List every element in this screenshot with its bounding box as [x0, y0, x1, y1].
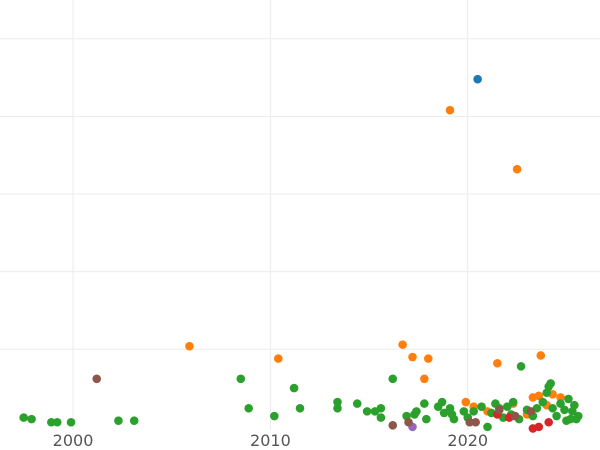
data-point-series1-2	[398, 340, 407, 349]
x-axis-ticks: 2000 2010 2020	[53, 431, 488, 450]
data-point-series2-22	[412, 407, 421, 416]
data-point-series2-2	[47, 417, 56, 427]
data-point-series2-19	[388, 374, 398, 384]
data-point-series2-13	[333, 397, 342, 407]
data-point-series5-5	[495, 405, 504, 415]
data-point-series2-31	[459, 407, 469, 416]
data-point-series2-30	[449, 414, 459, 424]
data-point-series2-48	[538, 397, 548, 407]
x-tick-label: 2010	[250, 431, 291, 450]
data-point-series2-27	[439, 408, 449, 418]
data-point-series2-7	[236, 374, 246, 384]
data-point-series2-55	[560, 405, 569, 415]
data-point-series1-7	[461, 397, 471, 407]
data-point-series5-7	[526, 407, 536, 416]
data-point-series1-15	[534, 391, 544, 401]
data-point-series2-26	[437, 397, 447, 407]
data-point-series2-5	[114, 416, 123, 425]
data-point-series1-19	[556, 393, 565, 402]
data-point-series2-42	[508, 397, 518, 407]
data-point-series2-4	[66, 417, 76, 427]
data-point-series1-1	[273, 354, 283, 363]
data-point-series2-35	[483, 422, 492, 432]
data-point-series1-4	[420, 374, 429, 384]
data-point-series2-8	[244, 403, 253, 413]
data-point-series2-44	[516, 362, 526, 371]
data-point-series1-16	[536, 351, 546, 360]
data-point-series1-6	[445, 105, 455, 115]
data-point-series2-23	[420, 399, 429, 408]
data-point-series5-2	[404, 417, 413, 427]
data-point-series2-62	[573, 411, 583, 421]
data-point-series0-0	[473, 74, 482, 84]
data-point-series5-0	[92, 374, 102, 384]
data-point-series3-4	[544, 417, 553, 427]
data-point-series2-11	[295, 403, 305, 413]
data-point-series2-24	[422, 414, 431, 424]
data-point-series2-12	[333, 403, 342, 413]
data-point-series2-52	[548, 403, 557, 413]
data-point-series2-57	[564, 394, 573, 404]
gridlines	[0, 0, 600, 430]
data-point-series2-3	[52, 417, 62, 427]
data-point-series2-53	[552, 411, 561, 421]
data-point-series2-15	[362, 407, 372, 416]
data-point-series5-1	[388, 421, 398, 430]
data-point-series5-6	[510, 411, 520, 421]
data-point-series1-10	[493, 358, 502, 368]
data-point-series5-3	[465, 417, 475, 427]
data-point-series1-3	[408, 352, 417, 362]
x-tick-label: 2020	[447, 431, 488, 450]
data-point-series2-14	[352, 399, 362, 408]
data-point-series2-33	[469, 407, 478, 416]
data-point-series2-10	[289, 383, 299, 393]
data-point-series2-18	[376, 413, 386, 422]
x-tick-label: 2000	[53, 431, 94, 450]
data-point-series3-3	[534, 422, 544, 432]
data-point-series2-34	[477, 402, 486, 412]
data-point-series2-51	[546, 379, 555, 388]
data-point-series2-40	[502, 402, 512, 412]
data-point-series2-0	[19, 413, 28, 422]
data-point-series2-60	[570, 400, 579, 410]
data-point-series1-12	[512, 164, 522, 174]
data-point-series1-0	[185, 341, 194, 351]
data-point-series1-5	[423, 354, 433, 363]
data-point-series2-58	[566, 414, 575, 424]
data-point-series2-1	[27, 414, 36, 424]
data-points	[19, 74, 583, 433]
data-point-series2-17	[376, 403, 386, 413]
data-point-series2-6	[129, 416, 139, 425]
data-point-series2-9	[270, 411, 279, 421]
data-point-series5-4	[471, 417, 480, 427]
data-point-series2-54	[556, 399, 565, 408]
